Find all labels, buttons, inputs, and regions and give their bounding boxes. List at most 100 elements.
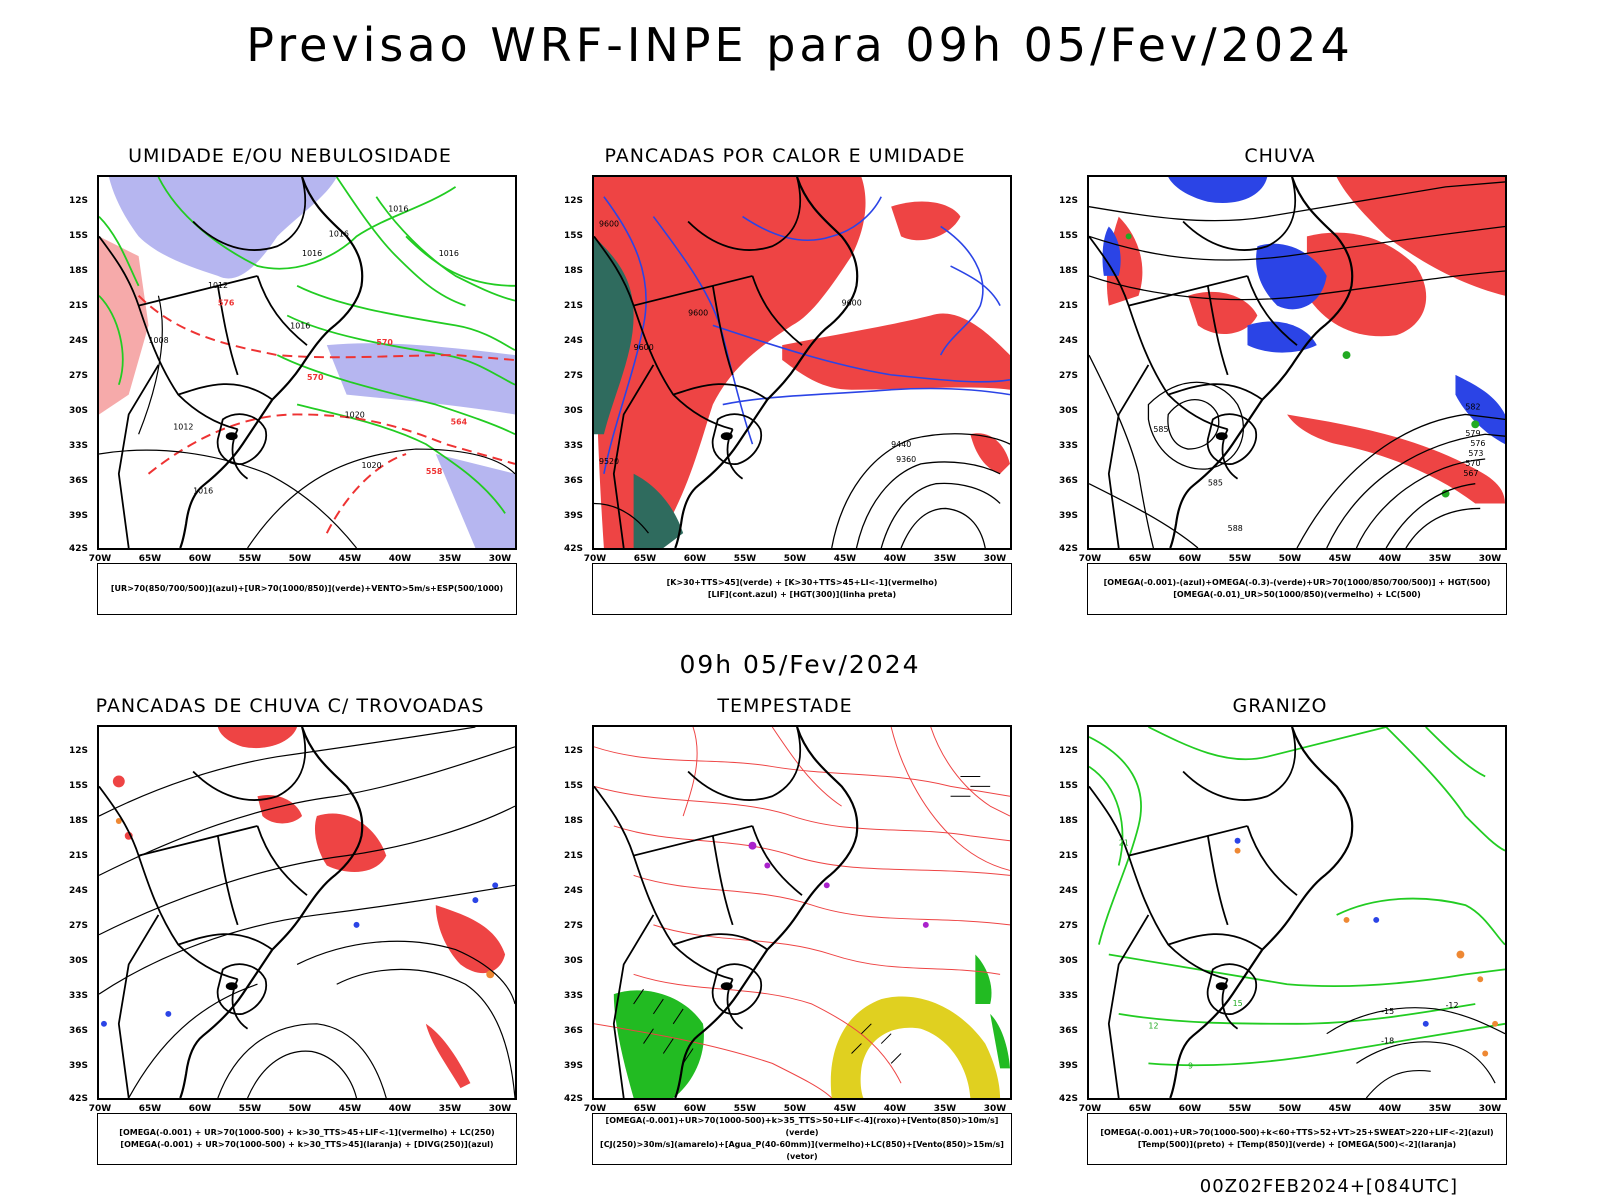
height-label: 567 <box>1463 469 1478 478</box>
x-tick-label: 30W <box>983 1104 1007 1114</box>
orange-thunderstorm-cell <box>486 970 495 979</box>
y-tick-label: 18S <box>1059 266 1079 276</box>
x-tick-label: 50W <box>783 1104 807 1114</box>
blue-rain-area <box>1102 226 1121 276</box>
blue-hail-cell <box>1234 837 1241 844</box>
height-label: 582 <box>1465 402 1480 411</box>
y-tick-label: 27S <box>1059 371 1079 381</box>
x-tick-label: 40W <box>883 554 907 564</box>
valid-time-label: 09h 05/Fev/2024 <box>679 650 921 679</box>
y-tick-label: 24S <box>69 886 89 896</box>
red-instability-area <box>891 201 961 241</box>
run-id-label: 00Z02FEB2024+[084UTC] <box>1199 1176 1458 1197</box>
panel-tempestade: TEMPESTADE <box>550 695 1020 1165</box>
blue-rain-area <box>1247 321 1317 353</box>
panel-title: PANCADAS DE CHUVA C/ TROVOADAS <box>95 695 485 717</box>
x-tick-label: 40W <box>388 1104 412 1114</box>
map-chuva: 582 585 579 576 573 570 567 588 585 <box>1087 175 1507 550</box>
x-tick-label: 70W <box>1078 1104 1102 1114</box>
x-tick-label: 70W <box>1078 554 1102 564</box>
y-tick-label: 21S <box>69 301 89 311</box>
thickness-label: 576 <box>218 299 235 308</box>
legend-line: [OMEGA(-0.001) + UR>70(1000-500) + k>30_… <box>120 1140 494 1149</box>
orange-omega-cell <box>1234 847 1241 854</box>
isobar-label: 1020 <box>361 461 381 470</box>
x-tick-label: 55W <box>733 554 757 564</box>
map-tempestade <box>592 725 1012 1100</box>
x-tick-label: 50W <box>288 1104 312 1114</box>
temp-label: 21 <box>1119 839 1129 848</box>
y-tick-label: 12S <box>1059 196 1079 206</box>
y-tick-label: 30S <box>564 406 584 416</box>
y-tick-label: 42S <box>69 1094 89 1104</box>
height-label: 579 <box>1465 429 1480 438</box>
red-rain-area <box>1306 232 1427 337</box>
y-tick-label: 24S <box>1059 886 1079 896</box>
x-tick-label: 40W <box>1378 1104 1402 1114</box>
y-tick-label: 18S <box>69 816 89 826</box>
lavender-humidity-area <box>326 343 515 415</box>
legend-line: [CJ(250)>30m/s](amarelo)+[Agua_P(40-60mm… <box>600 1140 1004 1161</box>
contour-label: 9600 <box>599 219 619 228</box>
y-tick-label: 36S <box>69 476 89 486</box>
x-tick-label: 45W <box>833 1104 857 1114</box>
y-tick-label: 12S <box>564 196 584 206</box>
x-tick-label: 60W <box>1178 1104 1202 1114</box>
x-tick-label: 65W <box>1128 1104 1152 1114</box>
y-tick-label: 24S <box>564 336 584 346</box>
contour-label: 9600 <box>688 309 708 318</box>
thickness-label: 570 <box>376 338 393 347</box>
red-thunderstorm-area <box>217 727 298 749</box>
orange-omega-cell <box>1343 916 1350 923</box>
x-tick-label: 55W <box>1228 1104 1252 1114</box>
panel-pancadas-calor: PANCADAS POR CALOR E UMIDADE <box>550 145 1020 615</box>
isobar-label: 1016 <box>193 487 213 496</box>
y-tick-label: 27S <box>1059 921 1079 931</box>
x-tick-label: 50W <box>783 554 807 564</box>
x-tick-label: 35W <box>438 554 462 564</box>
x-tick-label: 65W <box>633 1104 657 1114</box>
blue-divergence-cell <box>353 921 360 928</box>
blue-divergence-cell <box>492 882 499 889</box>
orange-omega-cell <box>1477 976 1484 983</box>
y-tick-label: 39S <box>69 1061 89 1071</box>
green-rain-cell <box>1125 233 1132 240</box>
x-tick-label: 30W <box>983 554 1007 564</box>
y-tick-label: 33S <box>69 441 89 451</box>
blue-hail-cell <box>1422 1020 1429 1027</box>
red-thunderstorm-area <box>314 813 387 873</box>
isobar-label: 1020 <box>345 410 365 419</box>
purple-storm-cell <box>764 862 771 869</box>
x-tick-label: 35W <box>1428 1104 1452 1114</box>
y-tick-label: 12S <box>69 746 89 756</box>
x-tick-label: 35W <box>933 554 957 564</box>
x-tick-label: 60W <box>683 554 707 564</box>
legend-line: [OMEGA(-0.001)+UR>70(1000-500)+k>35_TTS>… <box>605 1116 999 1137</box>
y-tick-label: 15S <box>69 231 89 241</box>
y-tick-label: 27S <box>69 371 89 381</box>
contour-label: 9600 <box>634 343 654 352</box>
height-label: 570 <box>1465 459 1480 468</box>
map-granizo: -15 -12 -18 15 12 9 21 <box>1087 725 1507 1100</box>
blue-divergence-cell <box>472 897 479 904</box>
page-title: Previsao WRF-INPE para 09h 05/Fev/2024 <box>246 18 1354 72</box>
orange-omega-cell <box>1492 1020 1499 1027</box>
contour-label: 9600 <box>842 299 862 308</box>
y-tick-label: 36S <box>1059 1026 1079 1036</box>
red-thunderstorm-area <box>257 794 303 824</box>
thickness-label: 564 <box>451 417 468 426</box>
green-wind-area <box>990 1013 1010 1069</box>
red-thunderstorm-area <box>435 905 506 974</box>
y-tick-label: 39S <box>69 511 89 521</box>
purple-storm-cell <box>922 921 929 928</box>
blue-hail-cell <box>1373 916 1380 923</box>
red-instability-area <box>970 433 1010 474</box>
x-tick-label: 55W <box>733 1104 757 1114</box>
y-tick-label: 30S <box>1059 956 1079 966</box>
y-tick-label: 18S <box>1059 816 1079 826</box>
isobar-label: 1016 <box>439 249 459 258</box>
panel-legend: [OMEGA(-0.001) + UR>70(1000-500) + k>30_… <box>97 1113 517 1165</box>
panel-legend: [OMEGA(-0.001)+UR>70(1000-500)+k>35_TTS>… <box>592 1113 1012 1165</box>
panel-chuva: CHUVA <box>1045 145 1515 615</box>
y-tick-label: 12S <box>564 746 584 756</box>
